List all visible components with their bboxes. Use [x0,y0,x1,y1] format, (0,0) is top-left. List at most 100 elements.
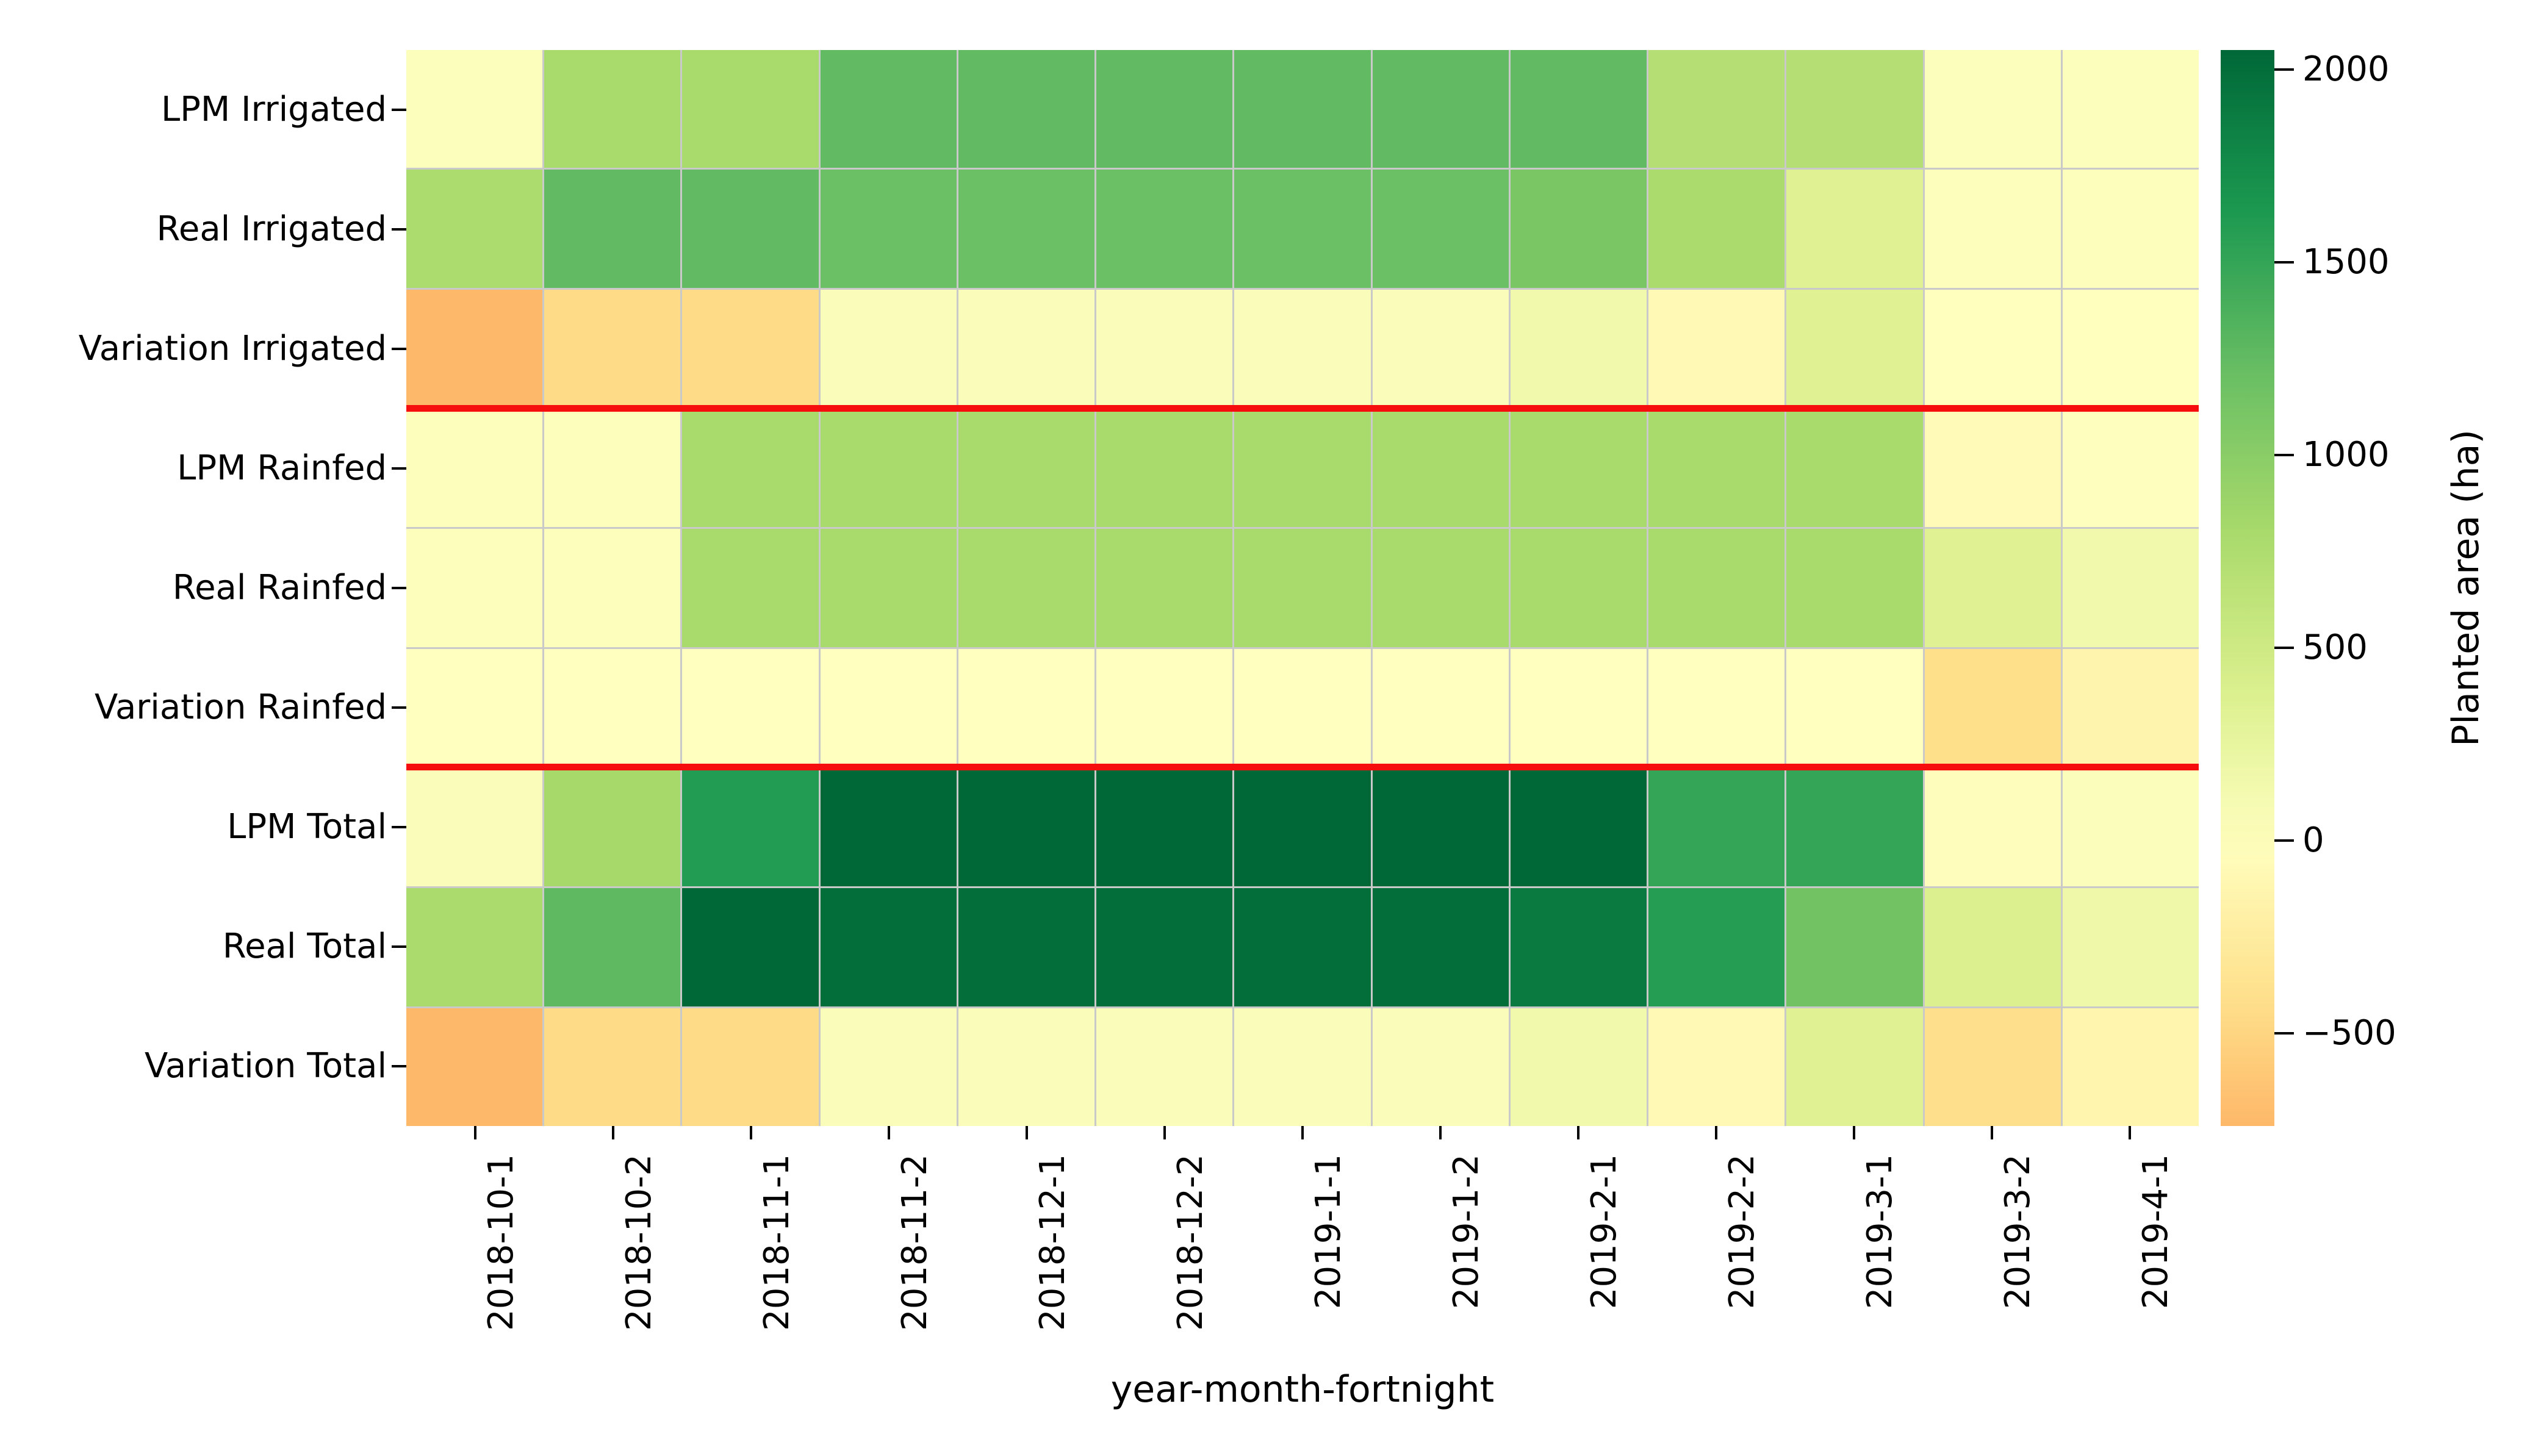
heatmap-cell [406,529,543,647]
group-separator-line [406,764,2199,770]
heatmap-cell [1372,409,1509,528]
colorbar-tick-label: −500 [2302,1013,2396,1053]
heatmap-cell [1924,50,2061,168]
x-tick-mark [1026,1126,1028,1139]
heatmap-cell [406,409,543,528]
x-tick-mark [474,1126,476,1139]
heatmap-cell [682,768,819,887]
heatmap-cell [958,409,1095,528]
x-tick-label: 2019-3-2 [1998,1154,2038,1310]
heatmap-cell [544,529,681,647]
x-tick-mark [1991,1126,1993,1139]
colorbar-tick-label: 1000 [2302,434,2390,475]
x-tick-label: 2018-12-2 [1171,1154,1210,1331]
heatmap-cell [958,529,1095,647]
x-tick-mark [1301,1126,1304,1139]
x-tick-label: 2019-3-1 [1860,1154,1900,1310]
y-tick-mark [392,1065,406,1067]
heatmap-cell [1786,50,1923,168]
heatmap-cell [1786,888,1923,1006]
y-tick-label: LPM Irrigated [160,90,387,129]
heatmap-cell [1510,409,1647,528]
heatmap-cell [544,768,681,887]
y-tick-label: Real Total [222,927,387,966]
y-tick-label: Real Rainfed [172,568,387,608]
heatmap-cell [1096,888,1233,1006]
heatmap-cell [1096,1008,1233,1126]
heatmap-cell [2062,1008,2199,1126]
heatmap-cell [544,170,681,288]
heatmap-cell [682,289,819,407]
heatmap-grid [406,50,2199,1126]
heatmap-cell [1510,1008,1647,1126]
colorbar-title: Planted area (ha) [2445,429,2487,747]
heatmap-cell [820,50,957,168]
heatmap-cell [1648,1008,1785,1126]
y-tick-mark [392,826,406,828]
heatmap-cell [406,289,543,407]
heatmap-cell [1234,888,1371,1006]
heatmap-cell [406,648,543,767]
heatmap-cell [958,50,1095,168]
x-tick-label: 2019-1-1 [1309,1154,1348,1310]
heatmap-cell [958,289,1095,407]
y-tick-mark [392,706,406,709]
heatmap-cell [1372,529,1509,647]
heatmap-cell [1924,1008,2061,1126]
y-tick-mark [392,945,406,948]
x-tick-label: 2018-11-1 [757,1154,797,1331]
heatmap-cell [1648,888,1785,1006]
heatmap-cell [1096,768,1233,887]
heatmap-cell [1234,170,1371,288]
heatmap-cell [1924,170,2061,288]
y-tick-label: Variation Rainfed [94,687,387,727]
heatmap-cell [682,409,819,528]
heatmap-cell [682,170,819,288]
heatmap-cell [406,170,543,288]
heatmap-cell [1234,768,1371,887]
heatmap-cell [544,1008,681,1126]
heatmap-cell [1372,170,1509,288]
heatmap-cell [1786,648,1923,767]
x-tick-label: 2019-4-1 [2136,1154,2176,1310]
heatmap-cell [1096,529,1233,647]
heatmap-cell [1510,170,1647,288]
heatmap-cell [1372,1008,1509,1126]
x-tick-mark [1715,1126,1717,1139]
colorbar-tick-mark [2274,68,2294,71]
heatmap-cell [2062,170,2199,288]
heatmap-cell [958,888,1095,1006]
x-tick-mark [2129,1126,2131,1139]
heatmap-cell [1510,648,1647,767]
x-tick-mark [888,1126,890,1139]
heatmap-cell [820,1008,957,1126]
heatmap-cell [2062,888,2199,1006]
heatmap-cell [1786,170,1923,288]
y-tick-label: LPM Rainfed [177,448,387,488]
heatmap-cell [682,50,819,168]
heatmap-cell [544,648,681,767]
colorbar [2221,50,2274,1126]
heatmap-cell [1924,289,2061,407]
x-tick-label: 2018-12-1 [1033,1154,1073,1331]
heatmap-cell [958,648,1095,767]
heatmap-cell [1510,289,1647,407]
heatmap-cell [2062,50,2199,168]
heatmap-cell [1510,50,1647,168]
colorbar-tick-mark [2274,260,2294,264]
heatmap-cell [958,170,1095,288]
y-tick-label: LPM Total [227,807,387,847]
heatmap-cell [1648,648,1785,767]
heatmap-cell [1648,529,1785,647]
y-tick-mark [392,228,406,231]
heatmap-cell [1096,409,1233,528]
heatmap-cell [1372,768,1509,887]
heatmap-cell [820,888,957,1006]
heatmap-cell [1648,768,1785,887]
heatmap-cell [682,1008,819,1126]
colorbar-tick-label: 500 [2302,628,2368,667]
x-tick-label: 2019-2-1 [1584,1154,1624,1310]
x-tick-label: 2019-2-2 [1722,1154,1762,1310]
heatmap-cell [1096,289,1233,407]
